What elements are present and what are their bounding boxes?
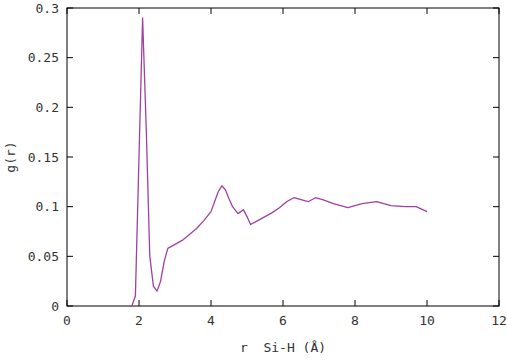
x-tick [283,300,284,306]
x-tick [67,300,68,306]
x-tick-label: 10 [419,313,435,328]
y-tick-label: 0.25 [28,50,59,65]
y-tick-mirror [493,157,499,158]
y-tick-label: 0.3 [36,1,59,16]
y-tick-mirror [493,206,499,207]
x-tick-mirror [355,8,356,14]
x-axis-label: r Si-H (Å) [240,340,326,355]
y-tick-label: 0.05 [28,249,59,264]
x-tick [355,300,356,306]
x-tick [139,300,140,306]
y-tick-label: 0.2 [36,100,59,115]
x-tick [499,300,500,306]
x-tick-mirror [211,8,212,14]
y-tick [67,157,73,158]
x-tick [211,300,212,306]
x-tick-mirror [283,8,284,14]
y-tick-label: 0.1 [36,199,59,214]
y-tick [67,107,73,108]
x-tick-label: 4 [207,313,215,328]
y-tick-label: 0 [51,299,59,314]
chart: 0 2 4 6 8 10 12 0 0.05 0.1 0.15 0.2 0.25 0.3 r Si-H (Å… [0,0,507,360]
x-tick-mirror [499,8,500,14]
x-tick-mirror [67,8,68,14]
x-tick [427,300,428,306]
y-tick-label: 0.15 [28,150,59,165]
data-line [132,18,427,306]
plot-area [132,18,427,306]
y-tick-mirror [493,57,499,58]
y-axis-label: g(r) [3,141,18,172]
x-tick-label: 0 [63,313,71,328]
y-tick-mirror [493,8,499,9]
y-tick-mirror [493,306,499,307]
plot-frame [67,8,499,306]
x-tick-mirror [139,8,140,14]
x-tick-label: 6 [279,313,287,328]
x-tick-label: 2 [135,313,143,328]
x-tick-label: 8 [351,313,359,328]
y-tick [67,206,73,207]
y-tick [67,57,73,58]
y-tick-mirror [493,256,499,257]
x-tick-mirror [427,8,428,14]
chart-svg: 0 2 4 6 8 10 12 0 0.05 0.1 0.15 0.2 0.25 0.3 r Si-H (Å… [0,0,507,360]
y-tick [67,256,73,257]
y-tick [67,306,73,307]
x-tick-label: 12 [491,313,507,328]
y-tick [67,8,73,9]
y-tick-mirror [493,107,499,108]
